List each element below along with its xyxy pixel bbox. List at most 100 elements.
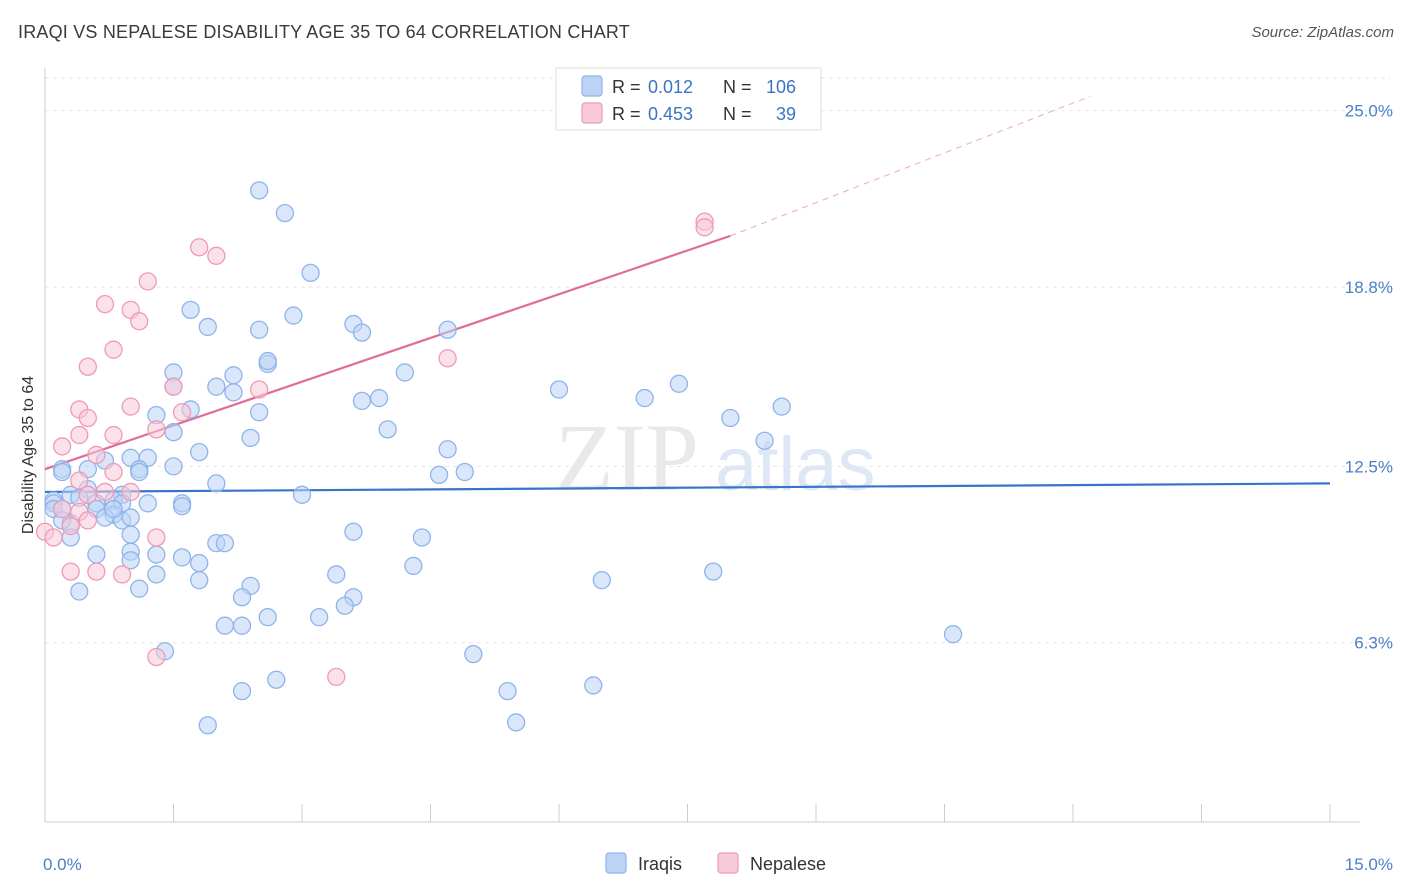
data-point-iraqis [412,528,432,547]
grid [45,77,1390,644]
data-point-nepalese [121,482,140,502]
y-tick-label: 25.0% [1345,102,1393,121]
legend-n-value: 106 [766,77,796,97]
legend-r-label: R = [612,77,641,97]
data-point-iraqis [87,545,106,564]
data-point-nepalese [78,408,97,428]
legend-n-label: N = [723,77,752,97]
data-point-iraqis [258,351,277,371]
data-point-iraqis [438,320,457,339]
data-point-iraqis [172,548,192,567]
data-point-nepalese [87,445,106,465]
legend-n-value: 39 [776,104,796,124]
data-point-iraqis [164,457,183,476]
data-point-iraqis [755,431,774,450]
data-point-iraqis [104,499,123,519]
bottom-legend-swatch-nepalese [717,852,739,874]
data-point-iraqis [309,607,329,627]
data-point-iraqis [429,465,449,485]
data-point-nepalese [95,295,115,314]
bottom-legend-label-nepalese: Nepalese [750,854,826,874]
data-point-nepalese [147,420,166,439]
data-point-iraqis [172,497,192,516]
data-point-iraqis [215,616,235,635]
data-point-iraqis [584,676,603,695]
data-point-iraqis [704,562,723,581]
data-point-iraqis [592,571,611,590]
data-point-iraqis [232,616,252,635]
data-points [35,181,963,735]
data-point-iraqis [455,462,474,482]
data-point-iraqis [275,203,295,223]
data-point-iraqis [395,363,414,382]
data-point-nepalese [78,357,97,376]
legend-swatch-iraqis [581,75,603,97]
y-axis-title: Disability Age 35 to 64 [20,376,37,534]
data-point-iraqis [190,442,209,462]
data-point-nepalese [70,425,89,445]
data-point-iraqis [344,522,363,541]
data-point-iraqis [267,670,286,689]
data-point-nepalese [250,380,269,399]
data-point-iraqis [147,565,166,584]
data-point-nepalese [95,482,115,502]
data-point-nepalese [190,238,209,257]
data-point-iraqis [258,607,277,627]
chart-title: IRAQI VS NEPALESE DISABILITY AGE 35 TO 6… [18,22,631,42]
data-point-iraqis [292,485,312,504]
legend-r-value: 0.453 [648,104,693,124]
data-point-iraqis [164,423,183,442]
data-point-iraqis [121,551,140,570]
data-point-nepalese [104,462,123,482]
data-point-iraqis [147,545,166,564]
legend-r-value: 0.012 [648,77,693,97]
data-point-nepalese [147,528,166,547]
data-point-iraqis [549,380,569,399]
data-point-iraqis [378,420,397,439]
data-point-nepalese [327,667,346,687]
data-point-nepalese [70,471,89,490]
y-tick-label: 18.8% [1345,278,1393,297]
trend-extension-nepalese [730,95,1091,237]
data-point-nepalese [121,397,140,416]
data-point-iraqis [130,462,149,482]
data-point-iraqis [498,681,517,701]
data-point-nepalese [695,218,714,237]
source-label: Source: ZipAtlas.com [1251,24,1394,41]
data-point-iraqis [772,397,791,416]
data-point-iraqis [438,440,457,459]
data-point-iraqis [224,383,243,402]
data-point-iraqis [404,556,423,576]
data-point-iraqis [635,388,654,408]
data-point-nepalese [130,312,149,331]
data-point-iraqis [335,596,354,615]
data-point-iraqis [198,716,217,735]
data-point-iraqis [121,508,140,527]
data-point-nepalese [138,272,157,291]
data-point-nepalese [172,403,192,422]
data-point-nepalese [147,647,166,667]
data-point-nepalese [44,528,63,547]
watermark-zip: ZIP [555,404,699,511]
data-point-iraqis [250,181,269,200]
data-point-nepalese [78,485,97,504]
trend-line-iraqis [44,482,1331,494]
legend-n-label: N = [723,104,752,124]
data-point-iraqis [464,644,483,664]
watermark-atlas: atlas [715,422,876,507]
data-point-iraqis [232,681,252,701]
data-point-iraqis [301,263,320,283]
data-point-iraqis [352,323,372,342]
y-tick-label: 6.3% [1354,634,1393,653]
data-point-iraqis [181,300,200,319]
data-point-iraqis [669,374,689,393]
data-point-nepalese [78,511,97,530]
data-point-iraqis [121,525,140,544]
legend-swatch-nepalese [581,102,603,124]
data-point-iraqis [207,474,226,493]
data-point-iraqis [250,403,269,422]
data-point-iraqis [215,534,235,553]
data-point-iraqis [241,428,260,448]
data-point-iraqis [207,377,226,396]
